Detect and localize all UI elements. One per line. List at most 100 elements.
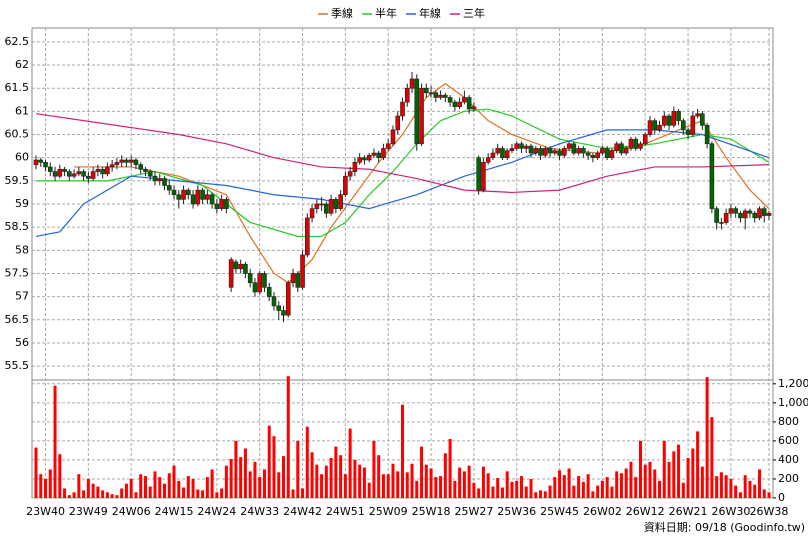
volume-bar xyxy=(529,478,533,498)
volume-bar xyxy=(324,465,328,498)
candle-body xyxy=(295,273,301,288)
y-tick-label: 61 xyxy=(15,104,29,117)
volume-bar xyxy=(343,474,347,498)
candle-body xyxy=(400,101,405,117)
volume-bar xyxy=(534,492,538,498)
y-tick-label: 57 xyxy=(15,290,29,303)
volume-bar xyxy=(543,491,547,498)
candle-body xyxy=(362,157,367,161)
candle-body xyxy=(476,157,481,191)
volume-bar xyxy=(767,492,771,498)
volume-bar xyxy=(500,487,504,498)
volume-bar xyxy=(734,485,738,498)
candle-body xyxy=(676,111,681,121)
volume-bar xyxy=(91,483,95,498)
volume-bar xyxy=(72,492,76,498)
volume-bar xyxy=(53,385,57,498)
x-tick-label: 26W30 xyxy=(711,505,750,518)
volume-bar xyxy=(163,483,167,498)
volume-bar xyxy=(443,453,447,498)
candle-body xyxy=(457,101,462,108)
x-tick-label: 24W51 xyxy=(326,505,365,518)
volume-bar xyxy=(182,487,186,498)
candle-body xyxy=(590,155,596,158)
volume-bar xyxy=(600,480,604,498)
candle-body xyxy=(71,173,77,177)
x-tick-label: 25W09 xyxy=(369,505,408,518)
volume-bar xyxy=(491,486,495,498)
volume-bar xyxy=(143,476,147,498)
volume-bar xyxy=(615,471,619,498)
y-tick-label: 58 xyxy=(15,243,29,256)
volume-bar xyxy=(377,455,381,498)
volume-bar xyxy=(372,440,376,498)
volume-bar xyxy=(596,485,600,498)
volume-bar xyxy=(505,471,509,498)
volume-bar xyxy=(638,440,642,498)
volume-bar xyxy=(696,431,700,498)
volume-bar xyxy=(558,470,562,498)
volume-bar xyxy=(277,472,281,498)
candle-body xyxy=(171,189,177,196)
volume-bar xyxy=(472,482,476,498)
footer: 資料日期: 09/18 (Goodinfo.tw) xyxy=(644,520,805,534)
volume-bar xyxy=(458,467,462,498)
volume-bar xyxy=(124,483,128,498)
volume-bar xyxy=(134,492,138,498)
x-tick-label: 23W49 xyxy=(69,505,108,518)
volume-bar xyxy=(239,457,243,498)
volume-bar xyxy=(44,478,48,498)
candle-body xyxy=(52,171,58,177)
candle-body xyxy=(166,185,172,191)
candle-body xyxy=(205,194,210,200)
volume-bar xyxy=(705,377,709,498)
candle-body xyxy=(128,159,134,163)
y-tick-label: 61.5 xyxy=(5,81,30,94)
candle-body xyxy=(328,199,334,214)
volume-bar xyxy=(315,464,319,498)
volume-bar xyxy=(610,486,614,498)
candle-body xyxy=(343,175,348,196)
candle-body xyxy=(209,194,215,205)
y-tick-label: 57.5 xyxy=(5,266,30,279)
y-tick-label: 56.5 xyxy=(5,313,30,326)
candle-body xyxy=(381,148,386,158)
y-tick-label: 62 xyxy=(15,58,29,71)
volume-bar xyxy=(215,492,219,498)
candle-body xyxy=(90,171,96,179)
y-tick-label: 59.5 xyxy=(5,174,30,187)
volume-bar xyxy=(158,477,162,498)
volume-bar xyxy=(729,478,733,498)
volume-bar xyxy=(229,458,233,498)
volume-bar xyxy=(453,480,457,498)
candle-body xyxy=(747,210,753,214)
volume-bar xyxy=(267,425,271,498)
volume-bar xyxy=(329,458,333,498)
candle-body xyxy=(681,120,686,131)
candle-body xyxy=(581,148,586,154)
volume-bar xyxy=(439,476,443,498)
volume-bar xyxy=(301,488,305,498)
volume-bar xyxy=(96,486,100,498)
volume-bar xyxy=(129,478,133,498)
volume-bar xyxy=(700,466,704,498)
volume-bar xyxy=(539,490,543,498)
candle-body xyxy=(333,199,339,209)
x-tick-label: 23W40 xyxy=(26,505,65,518)
volume-bar xyxy=(577,476,581,498)
candle-body xyxy=(700,113,705,126)
volume-bar xyxy=(634,477,638,498)
volume-bar xyxy=(148,486,152,498)
candle-body xyxy=(233,261,239,270)
volume-bar xyxy=(715,476,719,498)
x-tick-label: 25W45 xyxy=(540,505,579,518)
candle-body xyxy=(300,254,305,288)
candle-body xyxy=(562,148,567,156)
x-tick-label: 26W38 xyxy=(750,505,789,518)
volume-bar xyxy=(167,473,171,498)
volume-bar xyxy=(581,481,585,498)
x-tick-label: 26W02 xyxy=(583,505,622,518)
volume-bar xyxy=(286,376,290,498)
y2-tick-label: 1,200 xyxy=(778,377,808,390)
volume-bar xyxy=(153,471,157,498)
